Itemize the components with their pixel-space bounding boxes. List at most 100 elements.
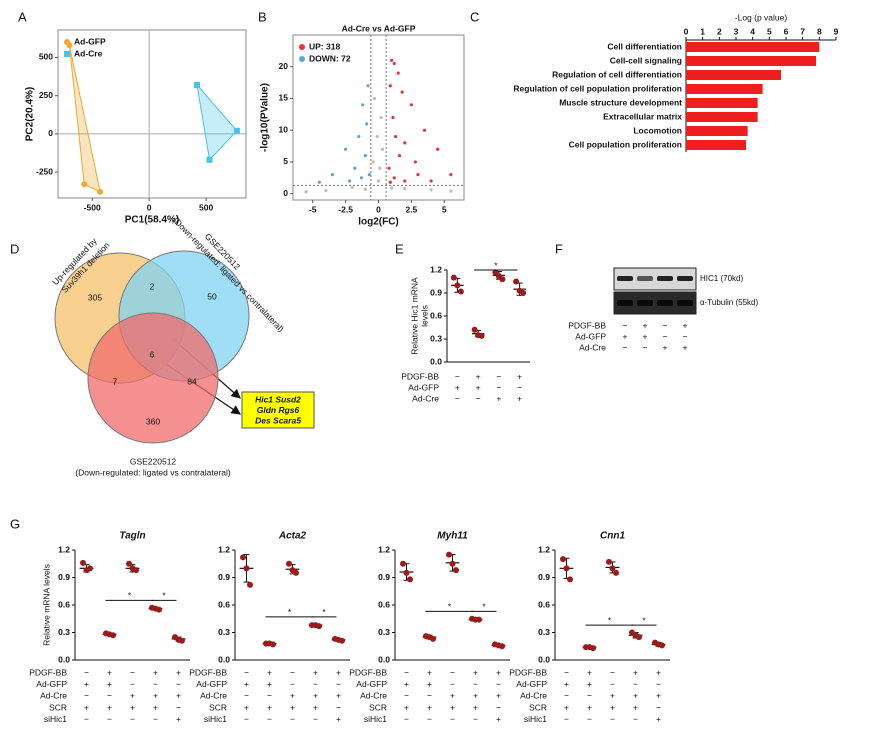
x-tick-label: -2.5 bbox=[338, 204, 353, 214]
condition-sign: − bbox=[130, 679, 135, 689]
condition-sign: − bbox=[643, 342, 648, 352]
condition-sign: + bbox=[683, 342, 688, 352]
condition-sign: − bbox=[267, 691, 272, 701]
point bbox=[560, 556, 566, 563]
legend-marker bbox=[64, 39, 70, 45]
point bbox=[81, 181, 88, 188]
blot-band bbox=[617, 300, 633, 306]
point bbox=[350, 185, 354, 189]
condition-sign: − bbox=[404, 667, 409, 677]
condition-name: siHic1 bbox=[364, 714, 387, 724]
region-count: 50 bbox=[207, 291, 217, 301]
condition-sign: − bbox=[610, 714, 615, 724]
point bbox=[606, 558, 612, 565]
y-axis-label: Relative mRNA levels bbox=[41, 564, 51, 646]
point bbox=[363, 153, 367, 158]
condition-sign: − bbox=[473, 714, 478, 724]
condition-name: Ad-Cre bbox=[360, 691, 387, 701]
point bbox=[392, 61, 396, 66]
condition-name: siHic1 bbox=[44, 714, 67, 724]
condition-sign: + bbox=[496, 393, 501, 403]
y-tick-label: 0.0 bbox=[218, 654, 230, 664]
legend-marker bbox=[299, 44, 305, 50]
y-tick-label: 0.0 bbox=[58, 654, 70, 664]
region-count: 2 bbox=[150, 281, 155, 291]
condition-sign: + bbox=[404, 679, 409, 689]
condition-sign: + bbox=[587, 667, 592, 677]
region-count: 360 bbox=[146, 416, 160, 426]
blot-strip bbox=[613, 291, 697, 315]
condition-sign: − bbox=[176, 679, 181, 689]
y-tick-label: 0.3 bbox=[58, 627, 70, 637]
condition-name: SCR bbox=[209, 702, 227, 712]
condition-sign: + bbox=[633, 667, 638, 677]
condition-sign: − bbox=[564, 691, 569, 701]
point bbox=[375, 134, 379, 139]
x-tick-label: 8 bbox=[817, 26, 822, 36]
condition-sign: − bbox=[476, 393, 481, 403]
y-tick-label: 0.3 bbox=[538, 627, 550, 637]
set-label: (Down-regulated: ligated vs contralatera… bbox=[75, 467, 231, 477]
category-label: Cell differentiation bbox=[607, 41, 682, 51]
condition-sign: − bbox=[290, 714, 295, 724]
y-tick-label: 500 bbox=[39, 52, 53, 62]
condition-sign: + bbox=[313, 691, 318, 701]
point bbox=[353, 166, 357, 170]
condition-sign: + bbox=[623, 331, 628, 341]
panel-letter: C bbox=[470, 9, 479, 24]
condition-sign: − bbox=[84, 691, 89, 701]
point bbox=[363, 187, 367, 191]
y-tick-label: 0.0 bbox=[538, 654, 550, 664]
condition-name: siHic1 bbox=[524, 714, 547, 724]
point bbox=[390, 58, 394, 62]
significance-label: * bbox=[288, 607, 292, 617]
point bbox=[243, 565, 250, 572]
condition-sign: + bbox=[496, 667, 501, 677]
point bbox=[240, 554, 246, 561]
condition-sign: + bbox=[107, 667, 112, 677]
point bbox=[471, 326, 478, 333]
condition-sign: − bbox=[427, 714, 432, 724]
condition-sign: + bbox=[564, 679, 569, 689]
condition-sign: + bbox=[473, 702, 478, 712]
band-label: α-Tubulin (55kd) bbox=[700, 298, 758, 307]
x-axis-label: PC1(58.4%) bbox=[125, 215, 179, 226]
plot-frame bbox=[57, 29, 247, 199]
condition-name: Ad-GFP bbox=[408, 382, 439, 392]
condition-sign: − bbox=[623, 342, 628, 352]
condition-sign: − bbox=[564, 714, 569, 724]
condition-sign: − bbox=[107, 714, 112, 724]
y-tick-label: 0.6 bbox=[378, 599, 390, 609]
condition-sign: − bbox=[244, 667, 249, 677]
point bbox=[513, 278, 520, 285]
point bbox=[293, 569, 299, 576]
point bbox=[453, 567, 459, 574]
chart-title: Cnn1 bbox=[600, 531, 625, 542]
x-tick-label: -5 bbox=[309, 204, 317, 214]
condition-sign: − bbox=[473, 679, 478, 689]
condition-sign: + bbox=[663, 342, 668, 352]
point bbox=[391, 115, 395, 120]
point bbox=[454, 282, 461, 289]
y-tick-label: 0.6 bbox=[430, 310, 442, 320]
point bbox=[387, 166, 391, 170]
condition-sign: − bbox=[656, 702, 661, 712]
point bbox=[286, 560, 292, 567]
condition-sign: − bbox=[633, 679, 638, 689]
condition-name: PDGF-BB bbox=[29, 667, 67, 677]
point bbox=[407, 576, 413, 583]
chart-title: Ad-Cre vs Ad-GFP bbox=[342, 23, 416, 33]
condition-sign: + bbox=[336, 714, 341, 724]
x-tick-label: 5 bbox=[767, 26, 772, 36]
condition-sign: + bbox=[656, 691, 661, 701]
point bbox=[390, 186, 394, 190]
y-axis-label: PC2(20.4%) bbox=[25, 87, 36, 141]
point bbox=[379, 115, 383, 120]
group-hull bbox=[68, 45, 101, 193]
blot-band bbox=[637, 300, 653, 306]
category-label: Muscle structure development bbox=[559, 97, 682, 107]
condition-sign: + bbox=[643, 320, 648, 330]
point bbox=[330, 173, 335, 177]
condition-name: Ad-Cre bbox=[579, 342, 606, 352]
point bbox=[403, 569, 410, 576]
